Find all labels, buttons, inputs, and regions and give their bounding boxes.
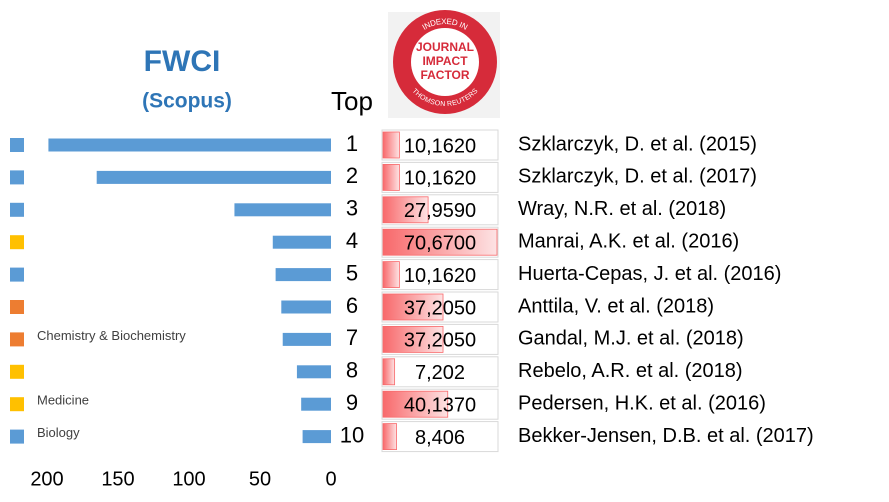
if-value-label: 10,1620 [404,135,476,157]
field-marker [10,235,24,250]
reference: Rebelo, A.R. et al. (2018) [518,360,743,382]
if-bar [382,196,429,224]
rank-label: 2 [346,163,358,188]
rank-label: 5 [346,260,358,285]
rank-label: 9 [346,390,358,415]
if-bar [382,293,444,321]
if-bar [382,390,449,418]
if-bar [382,423,397,451]
legend-label: Chemistry & Biochemistry [37,328,186,343]
reference: Szklarczyk, D. et al. (2017) [518,166,757,188]
if-value-label: 37,2050 [404,330,476,352]
bar [48,138,332,152]
if-value-label: 40,1370 [404,394,476,416]
if-cell [381,259,499,291]
logo-line: FACTOR [420,68,469,82]
bar [302,430,331,444]
if-bar [382,228,498,256]
if-cell [381,161,499,193]
reference: Pedersen, H.K. et al. (2016) [518,392,766,414]
reference: Szklarczyk, D. et al. (2015) [518,133,757,155]
if-bar [382,131,400,159]
field-marker [10,429,24,444]
if-bar [382,325,444,353]
legend-label: Medicine [37,393,89,408]
bar [281,300,331,314]
x-tick-label: 0 [325,468,336,490]
if-value-label: 37,2050 [404,297,476,319]
rank-label: 8 [346,358,358,383]
field-marker [10,202,24,217]
legend-label: Biology [37,425,80,440]
if-value-label: 8,406 [415,427,465,449]
bar [275,268,331,282]
x-tick-label: 200 [30,468,63,490]
if-value-label: 10,1620 [404,168,476,190]
bar [96,170,331,184]
reference: Huerta-Cepas, J. et al. (2016) [518,263,781,285]
reference: Gandal, M.J. et al. (2018) [518,328,744,350]
if-cell [381,129,499,161]
logo-line: IMPACT [422,54,468,68]
if-cell [381,356,499,388]
bar [296,365,331,379]
logo: INDEXED IN THOMSON REUTERS JOURNAL IMPAC… [388,10,500,118]
bar [234,203,331,217]
bar [282,332,331,346]
chart-title: FWCI [144,45,221,78]
if-cell [381,421,499,453]
field-marker [10,267,24,282]
rank-label: 6 [346,293,358,318]
reference: Manrai, A.K. et al. (2016) [518,230,739,252]
field-marker [10,300,24,314]
rank-label: 1 [346,131,358,156]
reference: Wray, N.R. et al. (2018) [518,198,726,220]
chart-subtitle: (Scopus) [142,90,232,113]
if-value-label: 27,9590 [404,200,476,222]
if-value-label: 10,1620 [404,265,476,287]
field-marker [10,332,24,347]
if-bar [382,163,400,191]
bar [272,235,331,249]
field-marker [10,397,24,412]
x-tick-label: 50 [249,468,271,490]
reference: Anttila, V. et al. (2018) [518,295,714,317]
rank-header: Top [331,86,373,116]
field-marker [10,364,24,379]
reference: Bekker-Jensen, D.B. et al. (2017) [518,425,814,447]
rank-label: 10 [340,422,364,447]
if-bar [382,261,400,289]
logo-line: JOURNAL [416,40,474,54]
rank-label: 4 [346,228,358,253]
if-value-label: 7,202 [415,362,465,384]
x-tick-label: 150 [101,468,134,490]
if-bar [382,358,396,386]
field-marker [10,138,24,152]
field-marker [10,170,24,185]
rank-label: 7 [346,325,358,350]
x-tick-label: 100 [172,468,205,490]
bar [301,397,331,411]
if-value-label: 70,6700 [404,232,476,254]
rank-label: 3 [346,196,358,221]
logo-center [411,28,479,96]
